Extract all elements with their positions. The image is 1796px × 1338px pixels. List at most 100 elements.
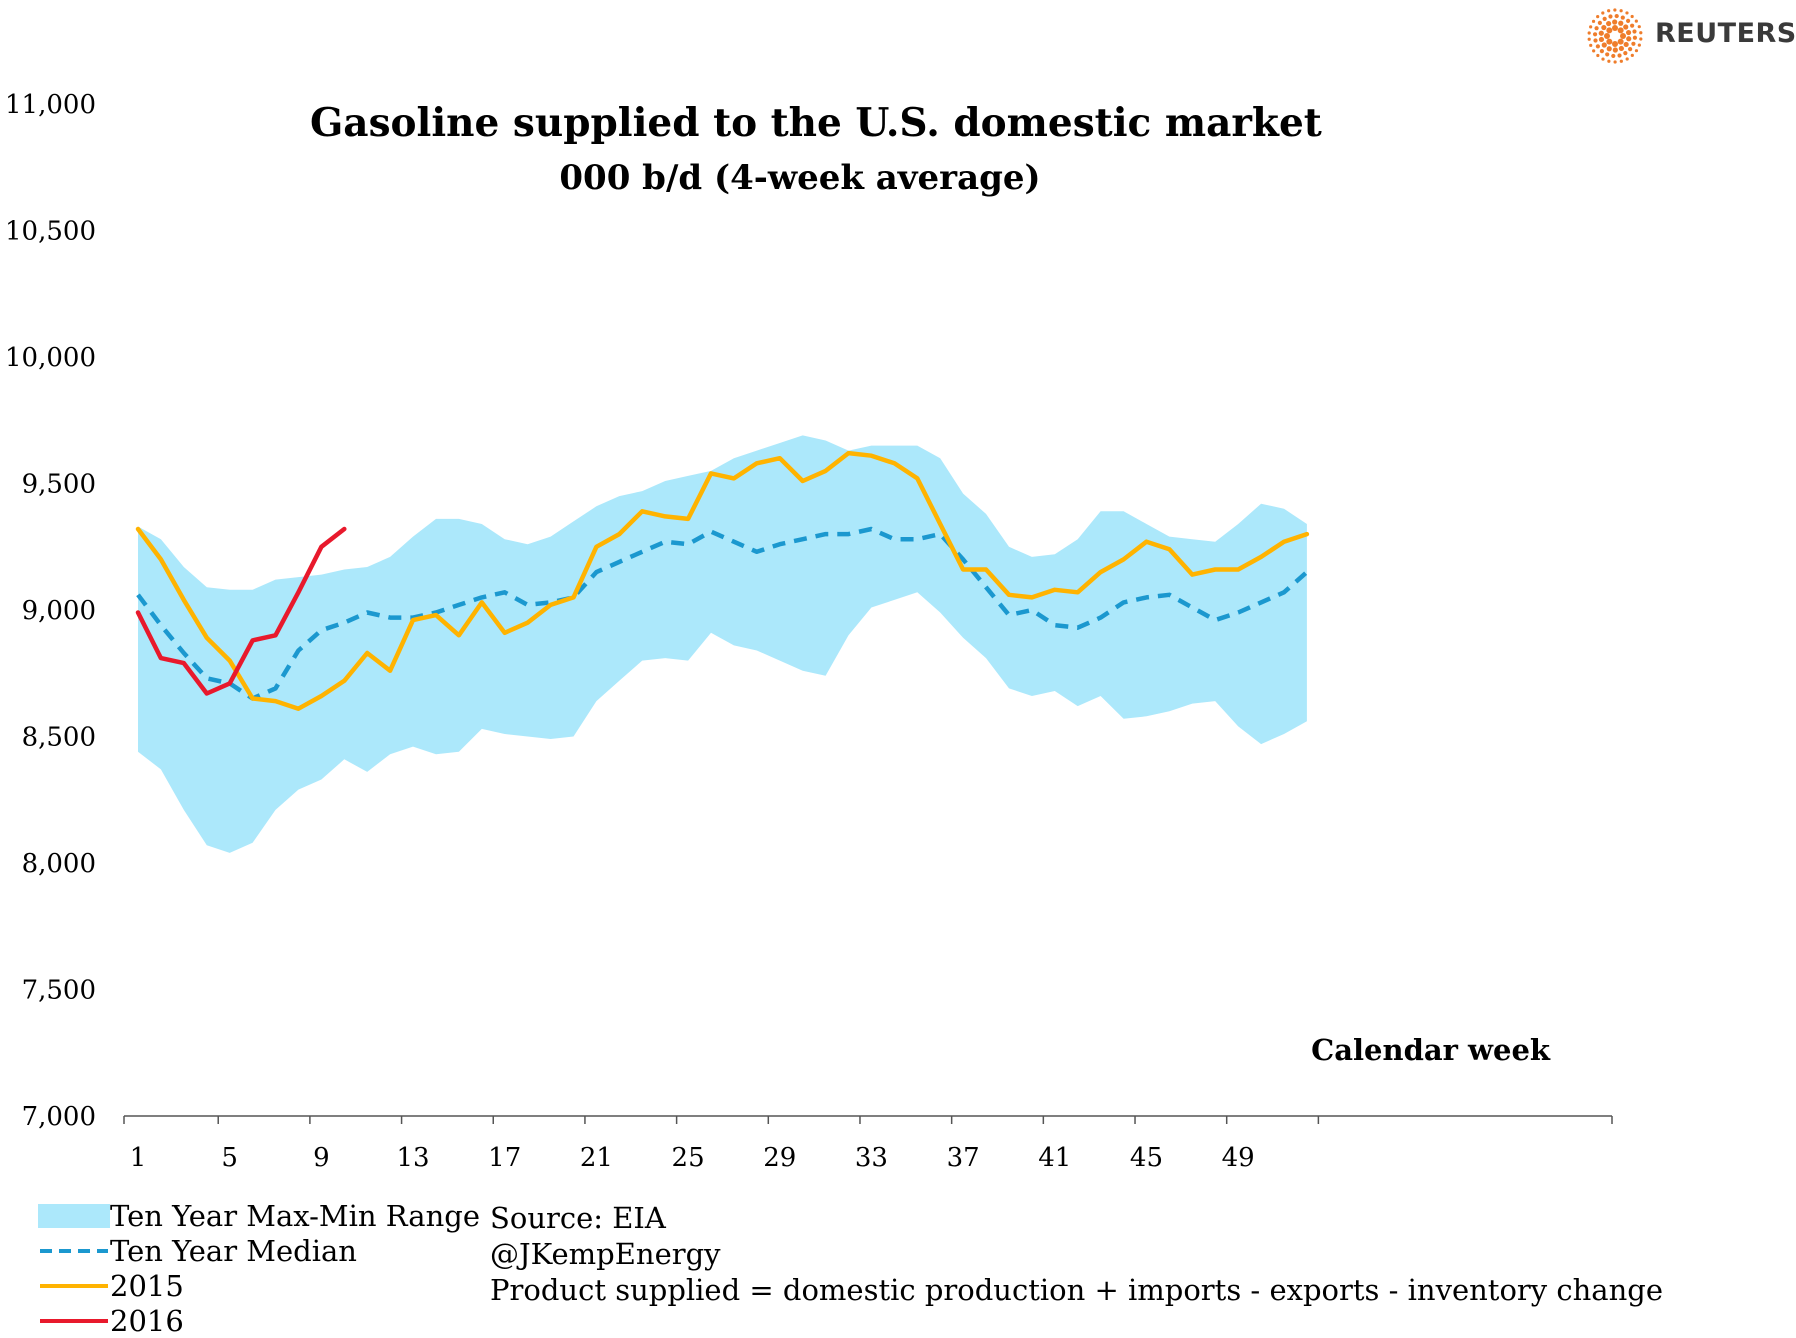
logo-dot <box>1594 26 1599 31</box>
legend-item-range: Ten Year Max-Min Range <box>38 1198 480 1233</box>
x-tick-label: 29 <box>763 1143 796 1173</box>
y-tick-label: 8,500 <box>22 723 96 753</box>
logo-dot <box>1612 19 1618 25</box>
x-tick-label: 41 <box>1038 1143 1071 1173</box>
legend-label-range: Ten Year Max-Min Range <box>110 1198 480 1233</box>
logo-dot <box>1606 46 1612 52</box>
y-tick-label: 7,000 <box>22 1102 96 1132</box>
legend-label-2016: 2016 <box>110 1303 184 1338</box>
logo-dot <box>1606 27 1613 34</box>
x-tick-label: 45 <box>1130 1143 1163 1173</box>
logo-dot <box>1630 53 1634 57</box>
logo-dot <box>1589 25 1593 29</box>
logo-dot <box>1596 53 1600 58</box>
legend-swatch-median <box>40 1248 108 1253</box>
y-tick-label: 7,500 <box>22 976 96 1006</box>
logo-dot <box>1620 15 1625 20</box>
logo-dot <box>1592 32 1598 37</box>
series-line-ten-year-median <box>136 526 1309 701</box>
logo-dot <box>1607 9 1611 13</box>
logo-dot <box>1606 38 1613 45</box>
legend-label-median: Ten Year Median <box>110 1233 357 1268</box>
y-tick-label: 11,000 <box>5 90 96 120</box>
legend-item-median: Ten Year Median <box>38 1233 480 1268</box>
series-line-2015 <box>135 450 1310 711</box>
definition-note: Product supplied = domestic production +… <box>490 1273 1663 1307</box>
logo-dot <box>1592 49 1596 53</box>
logo-dot <box>1637 25 1641 29</box>
logo-dot <box>1608 14 1613 19</box>
logo-dot <box>1623 24 1629 30</box>
legend-item-2016: 2016 <box>38 1303 480 1338</box>
logo-dot <box>1595 44 1600 49</box>
logo-dot <box>1619 59 1623 63</box>
logo-dot <box>1632 29 1637 34</box>
logo-dot <box>1597 20 1602 25</box>
logo-dot <box>1598 30 1604 36</box>
logo-dot <box>1623 41 1629 48</box>
legend-label-2015: 2015 <box>110 1268 184 1303</box>
logo-dot <box>1617 53 1622 58</box>
logo-dot <box>1612 25 1618 31</box>
y-tick-label: 10,000 <box>5 343 96 373</box>
logo-dot <box>1604 33 1610 39</box>
chart-legend: Ten Year Max-Min Range Ten Year Median 2… <box>38 1198 480 1338</box>
logo-dot <box>1617 27 1624 34</box>
x-tick-label: 21 <box>580 1143 613 1173</box>
legend-swatch-2015 <box>40 1283 108 1288</box>
logo-dot <box>1613 8 1617 12</box>
logo-dot <box>1612 47 1618 53</box>
x-tick-label: 5 <box>221 1143 238 1173</box>
logo-dot <box>1614 13 1619 19</box>
x-tick-label: 37 <box>947 1143 980 1173</box>
logo-dot <box>1599 49 1604 54</box>
logo-dot <box>1602 16 1607 21</box>
logo-dot <box>1619 9 1623 13</box>
brand-name: REUTERS <box>1655 18 1796 49</box>
author-handle: @JKempEnergy <box>490 1237 721 1271</box>
y-tick-label: 9,500 <box>22 470 96 500</box>
logo-dot <box>1618 20 1624 26</box>
x-tick-label: 9 <box>313 1143 330 1173</box>
logo-dot <box>1617 38 1624 45</box>
logo-dot <box>1631 41 1636 46</box>
logo-dot <box>1620 33 1626 39</box>
logo-dot <box>1630 14 1634 19</box>
logo-dot <box>1626 18 1631 23</box>
logo-dot <box>1613 60 1617 64</box>
logo-dot <box>1593 38 1598 43</box>
logo-dot <box>1634 19 1638 23</box>
legend-swatch-range <box>38 1203 110 1228</box>
logo-dot <box>1625 11 1629 15</box>
x-tick-label: 49 <box>1222 1143 1255 1173</box>
logo-dot <box>1607 59 1611 63</box>
logo-dot <box>1591 19 1596 23</box>
logo-dot <box>1630 23 1635 28</box>
logo-dot <box>1612 41 1618 47</box>
logo-dot <box>1587 31 1591 35</box>
chart-notes: Source: EIA @JKempEnergy Product supplie… <box>490 1200 1663 1308</box>
logo-dot <box>1601 24 1607 31</box>
chart-title: Gasoline supplied to the U.S. domestic m… <box>310 100 1322 146</box>
logo-dot <box>1618 45 1624 52</box>
x-tick-label: 17 <box>488 1143 521 1173</box>
logo-dot <box>1596 15 1600 19</box>
legend-swatch-2016 <box>40 1318 108 1323</box>
logo-dot <box>1601 57 1605 61</box>
logo-dot <box>1606 20 1612 27</box>
logo-dot <box>1632 35 1638 40</box>
y-tick-label: 10,500 <box>5 217 96 247</box>
legend-item-2015: 2015 <box>38 1268 480 1303</box>
range-band-area <box>138 435 1307 853</box>
logo-dot <box>1601 11 1605 15</box>
logo-dot <box>1587 37 1591 41</box>
x-tick-label: 25 <box>672 1143 705 1173</box>
chart-subtitle: 000 b/d (4-week average) <box>559 158 1041 198</box>
logo-dot <box>1625 29 1632 36</box>
x-tick-label: 33 <box>855 1143 888 1173</box>
logo-dot <box>1601 42 1607 48</box>
logo-dot <box>1611 53 1616 59</box>
logo-dot <box>1639 37 1643 41</box>
x-tick-label: 1 <box>130 1143 147 1173</box>
